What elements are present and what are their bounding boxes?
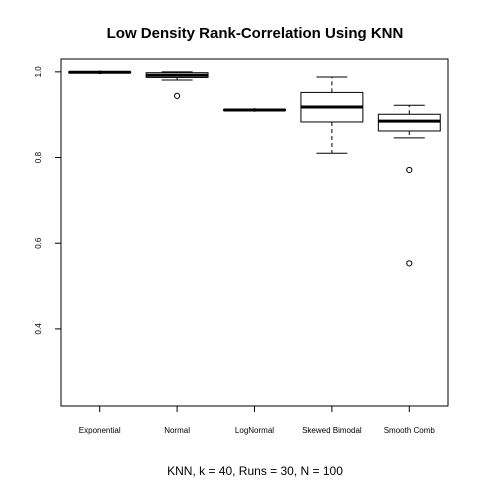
box-5 xyxy=(377,104,441,267)
outlier-point xyxy=(174,92,181,99)
x-tick-label: Normal xyxy=(164,426,190,435)
median-marker xyxy=(252,108,257,112)
x-tick-label: Skewed Bimodal xyxy=(302,426,362,435)
outlier-point xyxy=(406,166,413,174)
box-2 xyxy=(145,71,209,99)
y-tick-label: 0.8 xyxy=(34,151,43,163)
x-tick-label: Smooth Comb xyxy=(384,426,436,435)
x-tick-label: Exponential xyxy=(79,426,121,435)
outlier-point xyxy=(406,260,413,267)
box-4 xyxy=(300,76,364,154)
chart-title: Low Density Rank-Correlation Using KNN xyxy=(107,25,404,42)
y-tick-label: 0.4 xyxy=(34,323,43,335)
y-tick-label: 1.0 xyxy=(34,66,43,78)
median-marker xyxy=(97,70,102,75)
x-axis-label: KNN, k = 40, Runs = 30, N = 100 xyxy=(167,464,343,478)
y-tick-label: 0.6 xyxy=(34,237,43,249)
x-tick-label: LogNormal xyxy=(235,426,274,435)
plot-area: 0.4 0.6 0.8 1.0 Exponential Normal LogNormal Sk… xyxy=(34,58,449,435)
